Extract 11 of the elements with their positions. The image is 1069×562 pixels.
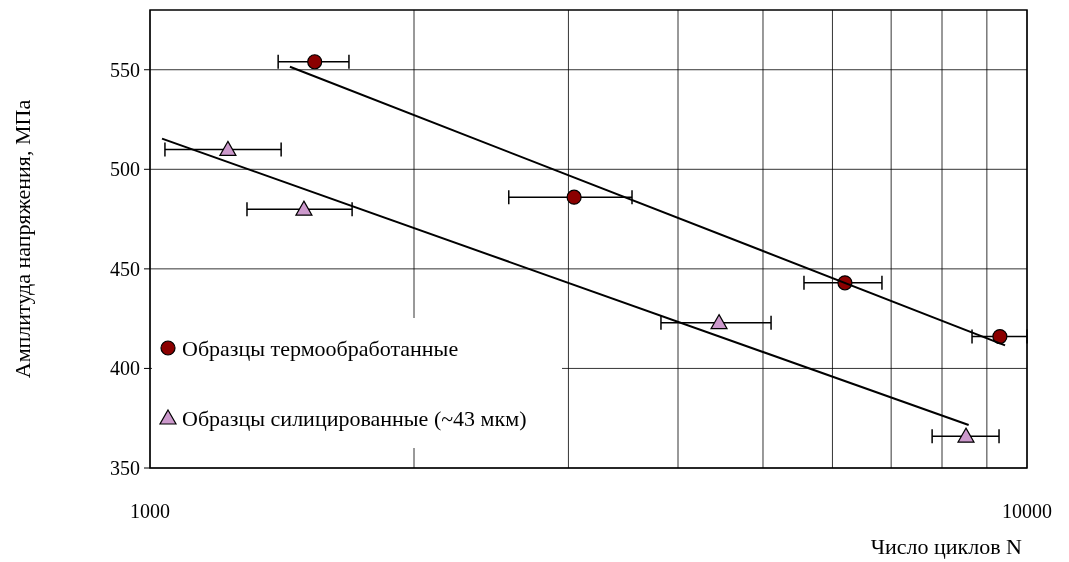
y-tick-label: 350: [110, 457, 140, 479]
legend-label: Образцы термообработанные: [182, 335, 459, 361]
legend-label: Образцы силицированные (~43 мкм): [182, 405, 527, 431]
y-axis-title: Амплитуда напряжения, МПа: [10, 99, 35, 379]
y-tick-label: 400: [110, 357, 140, 380]
x-tick-label: 1000: [130, 500, 170, 522]
y-tick-label: 550: [110, 58, 140, 81]
x-axis-title: Число циклов N: [870, 534, 1023, 559]
y-tick-label: 450: [110, 257, 140, 280]
y-tick-label: 500: [110, 158, 140, 181]
x-tick-label: 10000: [1002, 500, 1052, 522]
